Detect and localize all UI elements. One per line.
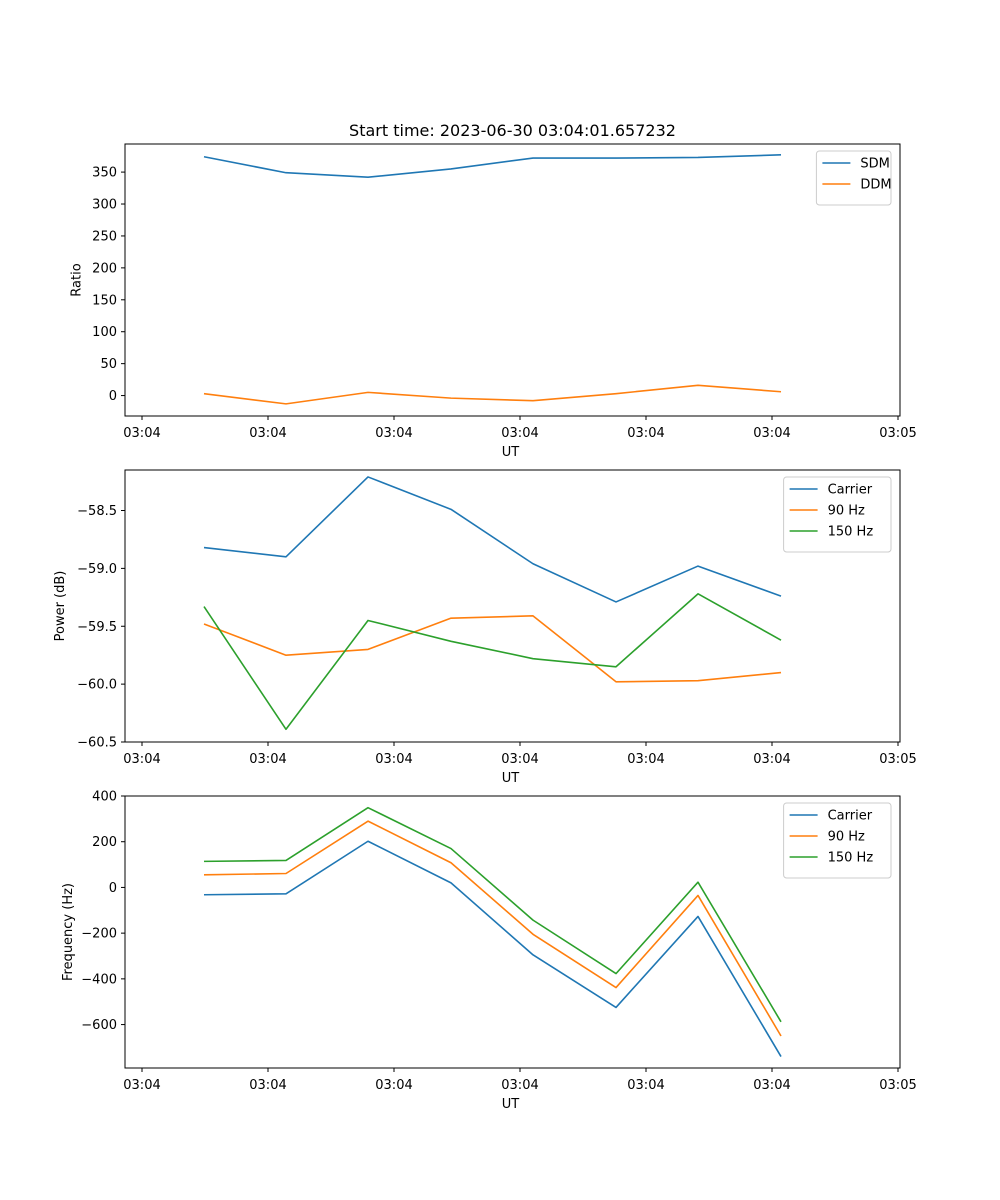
- y-tick-label: 100: [92, 325, 117, 340]
- series-line-150-hz: [203, 806, 782, 1023]
- y-axis-label: Frequency (Hz): [61, 883, 76, 981]
- y-tick-label: −600: [81, 1018, 117, 1033]
- x-tick-label: 03:04: [123, 752, 160, 767]
- y-axis-label: Ratio: [69, 263, 84, 296]
- y-tick-label: 300: [92, 198, 117, 213]
- x-tick-label: 03:05: [879, 752, 916, 767]
- x-tick-label: 03:04: [249, 752, 286, 767]
- x-tick-label: 03:05: [879, 1078, 916, 1093]
- y-tick-label: 200: [92, 835, 117, 850]
- legend-box: [783, 802, 892, 879]
- x-tick-label: 03:04: [627, 1078, 664, 1093]
- x-axis-label: UT: [502, 445, 520, 460]
- series-line-90-hz: [203, 820, 782, 1037]
- y-tick-label: 0: [109, 881, 117, 896]
- legend-label: 90 Hz: [828, 504, 865, 519]
- legend-label: Carrier: [828, 809, 873, 824]
- x-tick-label: 03:04: [123, 1078, 160, 1093]
- x-tick-label: 03:04: [375, 1078, 412, 1093]
- legend-box: [783, 476, 892, 553]
- y-tick-label: 350: [92, 166, 117, 181]
- y-tick-label: −60.0: [77, 678, 117, 693]
- x-tick-label: 03:04: [753, 1078, 790, 1093]
- x-tick-label: 03:04: [627, 752, 664, 767]
- x-tick-label: 03:04: [375, 752, 412, 767]
- legend: Carrier 90 Hz 150 Hz: [783, 476, 892, 553]
- x-axis-label: UT: [502, 771, 520, 786]
- x-tick-label: 03:04: [501, 426, 538, 441]
- y-axis-label: Power (dB): [53, 571, 68, 642]
- series-line-150-hz: [203, 593, 782, 731]
- legend-label: Carrier: [828, 483, 873, 498]
- x-tick-label: 03:04: [501, 1078, 538, 1093]
- y-tick-label: −58.5: [77, 504, 117, 519]
- subplot-2: 03:04 03:04 03:04 03:04 03:04 03:04 03:05 UT −60…: [53, 469, 917, 786]
- subplot-1: Start time: 2023-06-30 03:04:01.65723203…: [69, 121, 916, 460]
- x-tick-label: 03:04: [249, 426, 286, 441]
- x-tick-label: 03:04: [753, 752, 790, 767]
- series-line-90-hz: [203, 615, 782, 683]
- x-tick-label: 03:04: [753, 426, 790, 441]
- y-tick-label: 400: [92, 790, 117, 805]
- y-tick-label: 50: [100, 357, 117, 372]
- legend-box: [815, 150, 892, 206]
- x-tick-label: 03:04: [627, 426, 664, 441]
- x-tick-label: 03:04: [249, 1078, 286, 1093]
- x-tick-label: 03:04: [501, 752, 538, 767]
- chart-title: Start time: 2023-06-30 03:04:01.657232: [349, 121, 676, 140]
- subplot-3: 03:04 03:04 03:04 03:04 03:04 03:04 03:05 UT −60…: [61, 790, 917, 1113]
- series-line-ddm: [203, 384, 782, 405]
- series-line-sdm: [203, 154, 782, 178]
- y-tick-label: −60.5: [77, 736, 117, 751]
- y-tick-label: 150: [92, 293, 117, 308]
- legend-label: 150 Hz: [828, 851, 874, 866]
- x-tick-label: 03:05: [879, 426, 916, 441]
- legend: Carrier 90 Hz 150 Hz: [783, 802, 892, 879]
- axes-frame: [124, 795, 901, 1069]
- series-line-carrier: [203, 476, 782, 603]
- y-tick-label: −400: [81, 972, 117, 987]
- x-axis-label: UT: [502, 1097, 520, 1112]
- legend-label: 150 Hz: [828, 525, 874, 540]
- y-tick-label: −59.0: [77, 562, 117, 577]
- legend: SDM DDM: [815, 150, 892, 206]
- y-tick-label: −59.5: [77, 620, 117, 635]
- y-tick-label: −200: [81, 927, 117, 942]
- y-tick-label: 0: [109, 389, 117, 404]
- y-tick-label: 200: [92, 261, 117, 276]
- axes-frame: [124, 143, 901, 417]
- series-line-carrier: [203, 840, 782, 1057]
- axes-frame: [124, 469, 901, 743]
- y-tick-label: 250: [92, 229, 117, 244]
- legend-label: 90 Hz: [828, 830, 865, 845]
- x-tick-label: 03:04: [375, 426, 412, 441]
- legend-label: SDM: [860, 157, 889, 172]
- x-tick-label: 03:04: [123, 426, 160, 441]
- legend-label: DDM: [860, 178, 891, 193]
